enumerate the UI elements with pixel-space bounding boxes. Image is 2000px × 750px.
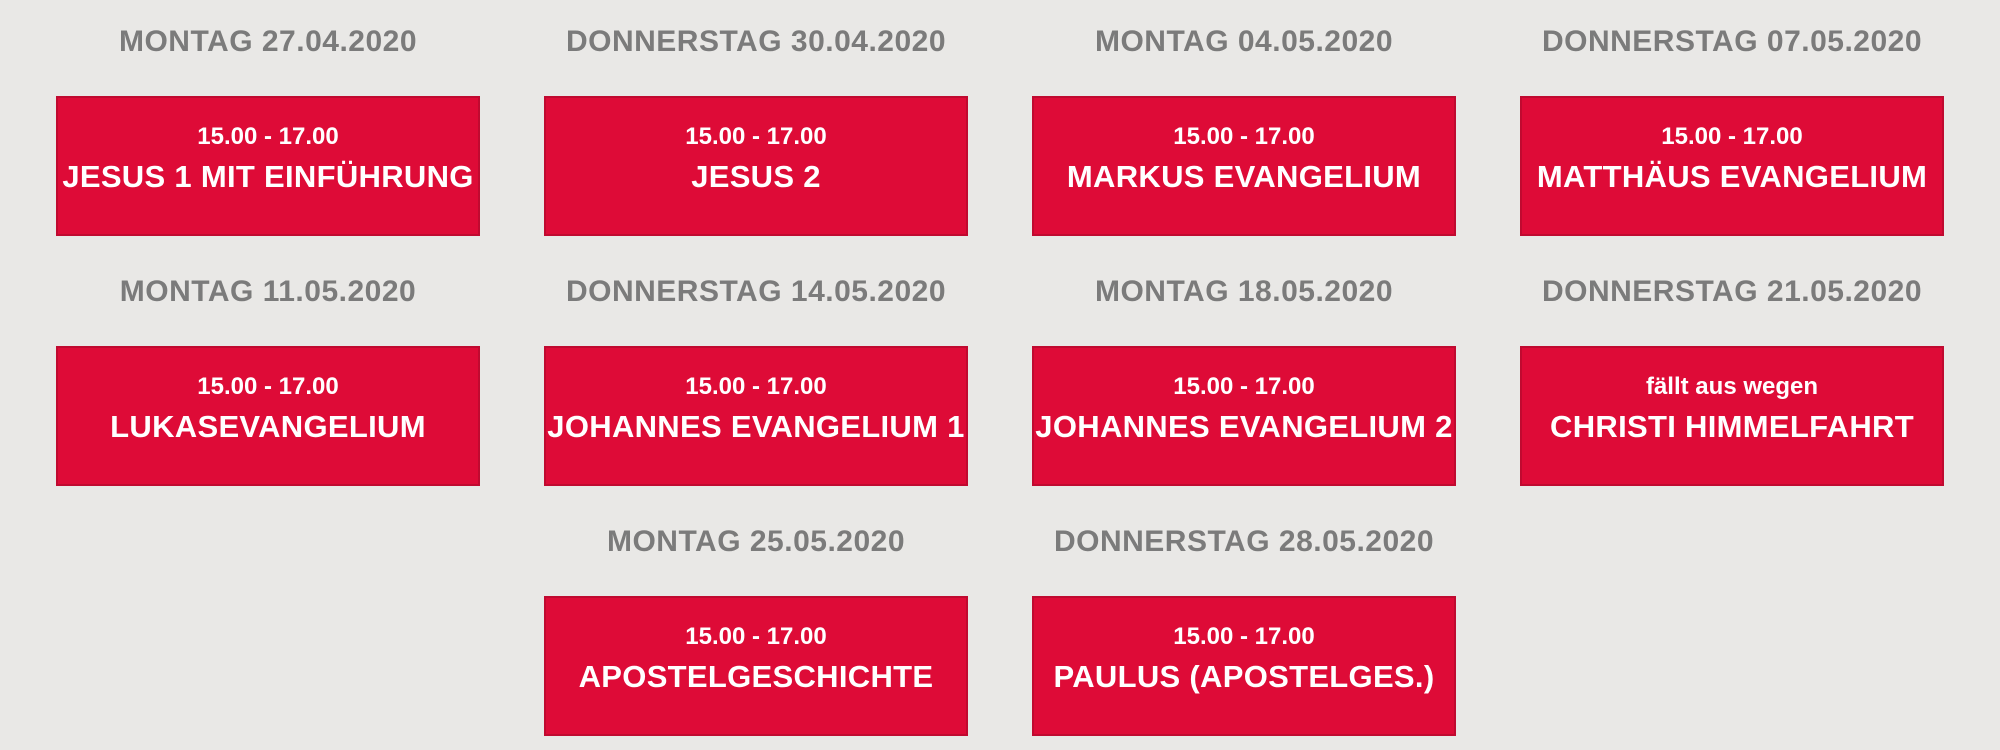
event-card: 15.00 - 17.00 JOHANNES EVANGELIUM 1 — [544, 346, 968, 486]
event-card: 15.00 - 17.00 JESUS 1 MIT EINFÜHRUNG — [56, 96, 480, 236]
cancellation-note: fällt aus wegen — [1645, 373, 1819, 400]
event-title: JESUS 2 — [691, 159, 821, 194]
event-title: CHRISTI HIMMELFAHRT — [1550, 409, 1914, 444]
event-card: 15.00 - 17.00 MARKUS EVANGELIUM — [1032, 96, 1456, 236]
schedule-cell: MONTAG 11.05.2020 15.00 - 17.00 LUKASEVA… — [56, 260, 480, 486]
event-card: 15.00 - 17.00 JESUS 2 — [544, 96, 968, 236]
event-card: 15.00 - 17.00 PAULUS (APOSTELGES.) — [1032, 596, 1456, 736]
event-time: 15.00 - 17.00 — [1173, 373, 1315, 400]
date-header: DONNERSTAG 14.05.2020 — [565, 275, 947, 308]
date-header: MONTAG 25.05.2020 — [606, 525, 906, 558]
schedule-cell: DONNERSTAG 28.05.2020 15.00 - 17.00 PAUL… — [1032, 510, 1456, 736]
event-card: 15.00 - 17.00 APOSTELGESCHICHTE — [544, 596, 968, 736]
event-card: 15.00 - 17.00 JOHANNES EVANGELIUM 2 — [1032, 346, 1456, 486]
schedule-cell: DONNERSTAG 07.05.2020 15.00 - 17.00 MATT… — [1520, 10, 1944, 236]
date-header: MONTAG 04.05.2020 — [1094, 25, 1394, 58]
event-title: APOSTELGESCHICHTE — [578, 659, 934, 694]
event-title: LUKASEVANGELIUM — [110, 409, 426, 444]
event-time: 15.00 - 17.00 — [197, 123, 339, 150]
date-header: DONNERSTAG 07.05.2020 — [1541, 25, 1923, 58]
event-time: 15.00 - 17.00 — [685, 623, 827, 650]
schedule-cell: DONNERSTAG 14.05.2020 15.00 - 17.00 JOHA… — [544, 260, 968, 486]
event-title: JOHANNES EVANGELIUM 2 — [1035, 409, 1453, 444]
event-card: 15.00 - 17.00 LUKASEVANGELIUM — [56, 346, 480, 486]
date-header: DONNERSTAG 30.04.2020 — [565, 25, 947, 58]
schedule-cell: MONTAG 25.05.2020 15.00 - 17.00 APOSTELG… — [544, 510, 968, 736]
event-time: 15.00 - 17.00 — [685, 373, 827, 400]
event-title: MARKUS EVANGELIUM — [1066, 159, 1422, 194]
schedule-cell: MONTAG 18.05.2020 15.00 - 17.00 JOHANNES… — [1032, 260, 1456, 486]
event-card-cancelled: fällt aus wegen CHRISTI HIMMELFAHRT — [1520, 346, 1944, 486]
event-title: JOHANNES EVANGELIUM 1 — [547, 409, 965, 444]
schedule-cell: DONNERSTAG 30.04.2020 15.00 - 17.00 JESU… — [544, 10, 968, 236]
event-time: 15.00 - 17.00 — [1173, 123, 1315, 150]
schedule-cell: DONNERSTAG 21.05.2020 fällt aus wegen CH… — [1520, 260, 1944, 486]
event-title: PAULUS (APOSTELGES.) — [1053, 659, 1435, 694]
date-header: DONNERSTAG 21.05.2020 — [1541, 275, 1923, 308]
date-header: MONTAG 11.05.2020 — [119, 275, 417, 308]
event-time: 15.00 - 17.00 — [685, 123, 827, 150]
schedule-cell: MONTAG 04.05.2020 15.00 - 17.00 MARKUS E… — [1032, 10, 1456, 236]
event-card: 15.00 - 17.00 MATTHÄUS EVANGELIUM — [1520, 96, 1944, 236]
schedule-cell: MONTAG 27.04.2020 15.00 - 17.00 JESUS 1 … — [56, 10, 480, 236]
event-title: MATTHÄUS EVANGELIUM — [1536, 159, 1928, 194]
event-title: JESUS 1 MIT EINFÜHRUNG — [62, 159, 474, 194]
event-time: 15.00 - 17.00 — [197, 373, 339, 400]
date-header: DONNERSTAG 28.05.2020 — [1053, 525, 1435, 558]
date-header: MONTAG 18.05.2020 — [1094, 275, 1394, 308]
event-time: 15.00 - 17.00 — [1661, 123, 1803, 150]
date-header: MONTAG 27.04.2020 — [118, 25, 418, 58]
event-time: 15.00 - 17.00 — [1173, 623, 1315, 650]
